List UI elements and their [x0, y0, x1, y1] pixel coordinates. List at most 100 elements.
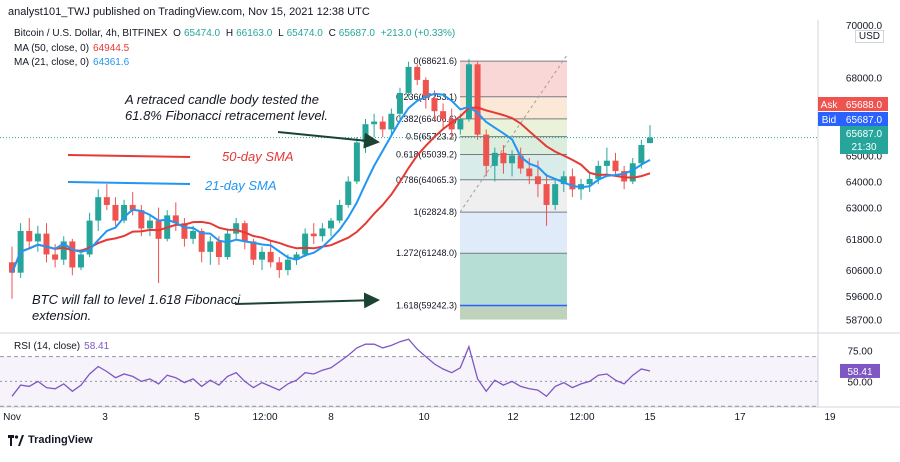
tradingview-brand-label: TradingView	[28, 434, 93, 446]
rsi-tick-label: 75.00	[847, 346, 872, 357]
time-tick-label: Nov	[3, 412, 21, 423]
candle-body	[26, 231, 33, 242]
candle-body	[86, 220, 93, 255]
ma50-line	[11, 106, 651, 274]
tradingview-logo-icon	[8, 434, 24, 446]
time-tick-label: 19	[824, 412, 836, 423]
time-tick-label: 12:00	[252, 412, 277, 423]
close-value: 65687.0	[338, 28, 375, 39]
candle-body	[396, 92, 403, 114]
symbol-ohlc-row: Bitcoin / U.S. Dollar, 4h, BITFINEX O 654…	[14, 28, 458, 39]
candle-body	[371, 121, 378, 125]
candle-body	[284, 259, 291, 271]
candle-body	[112, 204, 119, 221]
fib-level-label: 1.618(59242.3)	[396, 300, 457, 310]
candle-body	[267, 251, 274, 263]
fib-level-label: 1(62824.8)	[413, 207, 457, 217]
fib-zone	[460, 305, 567, 320]
candle-body	[483, 134, 490, 166]
candle-body	[612, 160, 619, 172]
candle-body	[517, 155, 524, 169]
candle-body	[103, 197, 110, 205]
candle-body	[69, 241, 76, 268]
annotation-retrace-line1: A retraced candle body tested the	[124, 92, 319, 107]
candle-body	[474, 64, 481, 135]
fib-level-label: 0.382(66406.6)	[396, 114, 457, 124]
candle-body	[181, 223, 188, 239]
price-tick-label: 70000.0	[846, 21, 883, 32]
candle-body	[146, 220, 153, 229]
price-tick-label: 63000.0	[846, 204, 883, 215]
sma21-marker-line	[67, 181, 191, 185]
publisher-header: analyst101_TWJ published on TradingView.…	[8, 6, 370, 18]
candle-body	[215, 241, 222, 258]
fib-level-label: 0.5(65723.2)	[406, 132, 457, 142]
last-price-value: 65687.0	[846, 129, 883, 140]
rsi-axis-value: 58.41	[847, 367, 872, 378]
candle-body	[121, 204, 128, 221]
bid-value: 65687.0	[846, 115, 883, 126]
candle-body	[560, 176, 567, 185]
currency-button[interactable]: USD	[854, 30, 884, 43]
ma21-legend[interactable]: MA (21, close, 0) 64361.6	[14, 57, 129, 68]
candle-body	[43, 233, 50, 255]
candle-body	[250, 241, 257, 260]
candle-body	[405, 66, 412, 93]
time-tick-label: 12	[507, 412, 519, 423]
candle-body	[95, 197, 102, 221]
ma21-label: MA (21, close, 0)	[14, 57, 90, 68]
candle-body	[552, 184, 559, 205]
rsi-label: RSI (14, close)	[14, 341, 81, 352]
rsi-tick-label: 50.00	[847, 377, 872, 388]
candle-body	[233, 223, 240, 234]
sma50-marker-line	[67, 154, 191, 158]
candle-body	[638, 145, 645, 164]
annotation-sma21: 21-day SMA	[204, 178, 277, 193]
tradingview-brand[interactable]: TradingView	[8, 434, 93, 446]
annotation-fall-line2: extension.	[32, 308, 91, 323]
price-tick-label: 60600.0	[846, 266, 883, 277]
price-tick-label: 64000.0	[846, 178, 883, 189]
low-label: L	[278, 28, 284, 39]
candle-body	[129, 204, 136, 211]
candle-body	[60, 241, 67, 260]
change-value: +213.0 (+0.33%)	[380, 28, 456, 39]
rsi-legend[interactable]: RSI (14, close) 58.41	[14, 341, 109, 352]
candle-body	[302, 233, 309, 255]
time-tick-label: 15	[644, 412, 656, 423]
annotation-sma50: 50-day SMA	[222, 149, 294, 164]
ma50-legend[interactable]: MA (50, close, 0) 64944.5	[14, 43, 129, 54]
high-label: H	[225, 28, 234, 39]
candle-body	[526, 168, 533, 177]
ma50-value: 64944.5	[93, 43, 130, 54]
candle-body	[431, 98, 438, 112]
bid-value-box	[840, 112, 888, 126]
time-tick-label: 5	[194, 412, 200, 423]
ask-value-box	[840, 97, 888, 111]
candle-body	[9, 262, 15, 273]
fib-zone	[460, 179, 567, 213]
candle-body	[500, 152, 507, 164]
candle-body	[138, 210, 145, 229]
high-value: 66163.0	[236, 28, 273, 39]
candle-body	[172, 215, 179, 224]
candle-body	[224, 233, 231, 258]
fib-trend-line	[459, 54, 568, 213]
candle-body	[353, 142, 360, 182]
candle-body	[440, 111, 447, 119]
symbol-title: Bitcoin / U.S. Dollar, 4h, BITFINEX	[14, 28, 168, 39]
rsi-value: 58.41	[84, 341, 110, 352]
bid-label: Bid	[822, 115, 836, 126]
candle-body	[569, 176, 576, 190]
price-tick-label: 65000.0	[846, 151, 883, 162]
candle-body	[198, 231, 205, 252]
fib-zone	[460, 136, 567, 155]
time-tick-label: 17	[734, 412, 746, 423]
candle-body	[448, 118, 455, 130]
candle-body	[388, 113, 395, 130]
rsi-value-box	[840, 363, 880, 378]
ask-label-box	[818, 97, 840, 111]
candle-body	[595, 165, 602, 179]
